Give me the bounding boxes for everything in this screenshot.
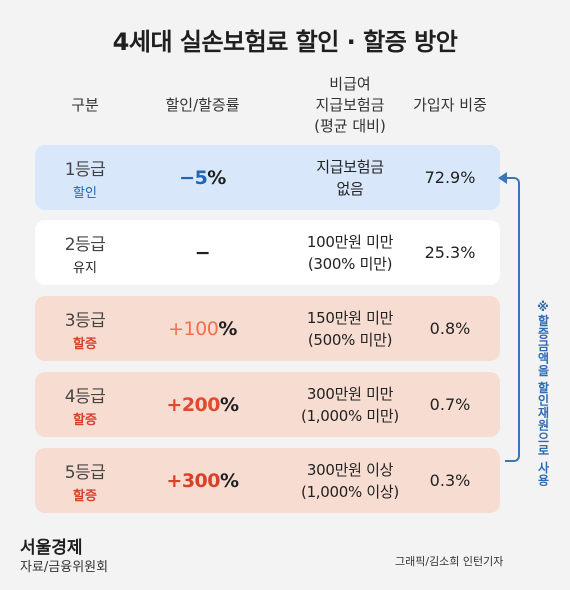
benefit-line1: 300만원 이상 bbox=[306, 460, 394, 479]
header-benefit-line2: 지급보험금 bbox=[315, 96, 385, 114]
arrow-left-icon bbox=[498, 172, 507, 184]
benefit-cell: 지급보험금 없음 bbox=[270, 145, 430, 210]
rate-cell: +200% bbox=[135, 372, 270, 437]
benefit-line2: (500% 미만) bbox=[307, 330, 393, 349]
status-label: 할증 bbox=[73, 412, 97, 428]
grade-label: 2등급 bbox=[64, 234, 106, 255]
benefit-cell: 300만원 이상 (1,000% 이상) bbox=[270, 448, 430, 513]
benefit-cell: 150만원 미만 (500% 미만) bbox=[270, 296, 430, 361]
benefit-line1: 150만원 미만 bbox=[306, 308, 394, 327]
table-row: 2등급 유지 − 100만원 미만 (300% 미만) 25.3% bbox=[35, 220, 500, 285]
side-note: ※할증금액을 할인재원으로 사용 bbox=[536, 300, 550, 487]
benefit-line2: 없음 bbox=[336, 179, 364, 198]
rate-percent: % bbox=[207, 166, 226, 189]
table-row: 3등급 할증 +100% 150만원 미만 (500% 미만) 0.8% bbox=[35, 296, 500, 361]
rate-value: +300 bbox=[166, 469, 221, 492]
rate-cell: −5% bbox=[135, 145, 270, 210]
benefit-cell: 100만원 미만 (300% 미만) bbox=[270, 220, 430, 285]
share-cell: 72.9% bbox=[395, 145, 505, 210]
status-label: 할증 bbox=[73, 488, 97, 504]
benefit-line1: 100만원 미만 bbox=[306, 232, 394, 251]
rate-percent: % bbox=[220, 469, 239, 492]
source-text: 자료/금융위원회 bbox=[20, 560, 109, 575]
rate-cell: − bbox=[135, 220, 270, 285]
benefit-line1: 300만원 미만 bbox=[306, 384, 394, 403]
status-label: 할증 bbox=[73, 336, 97, 352]
brand-logo: 서울경제 bbox=[20, 538, 83, 558]
grade-label: 3등급 bbox=[64, 310, 106, 331]
header-benefit-line3: (평균 대비) bbox=[314, 117, 386, 135]
status-label: 유지 bbox=[73, 260, 97, 276]
benefit-cell: 300만원 미만 (1,000% 미만) bbox=[270, 372, 430, 437]
table-row: 1등급 할인 −5% 지급보험금 없음 72.9% bbox=[35, 145, 500, 210]
grade-cell: 5등급 할증 bbox=[35, 448, 135, 513]
grade-label: 4등급 bbox=[64, 386, 106, 407]
share-cell: 0.7% bbox=[395, 372, 505, 437]
header-benefit: 비급여 지급보험금 (평균 대비) bbox=[270, 74, 430, 137]
rate-cell: +100% bbox=[135, 296, 270, 361]
table-row: 5등급 할증 +300% 300만원 이상 (1,000% 이상) 0.3% bbox=[35, 448, 500, 513]
rate-cell: +300% bbox=[135, 448, 270, 513]
grade-cell: 1등급 할인 bbox=[35, 145, 135, 210]
share-cell: 0.8% bbox=[395, 296, 505, 361]
header-grade: 구분 bbox=[71, 96, 99, 114]
grade-label: 5등급 bbox=[64, 462, 106, 483]
rate-value: +200 bbox=[166, 393, 221, 416]
share-value: 25.3% bbox=[424, 243, 476, 262]
grade-cell: 4등급 할증 bbox=[35, 372, 135, 437]
header-rate: 할인/할증률 bbox=[165, 96, 240, 114]
rate-percent: % bbox=[220, 393, 239, 416]
benefit-line2: (1,000% 이상) bbox=[301, 482, 399, 501]
page-title: 4세대 실손보험료 할인 · 할증 방안 bbox=[112, 28, 458, 56]
share-value: 0.7% bbox=[429, 395, 471, 414]
header-benefit-line1: 비급여 bbox=[329, 75, 371, 93]
grade-cell: 3등급 할증 bbox=[35, 296, 135, 361]
benefit-line1: 지급보험금 bbox=[316, 157, 384, 176]
benefit-line2: (300% 미만) bbox=[307, 254, 393, 273]
share-value: 72.9% bbox=[424, 168, 476, 187]
credit-text: 그래픽/김소희 인턴기자 bbox=[395, 555, 504, 568]
table-row: 4등급 할증 +200% 300만원 미만 (1,000% 미만) 0.7% bbox=[35, 372, 500, 437]
grade-label: 1등급 bbox=[64, 159, 106, 180]
share-cell: 25.3% bbox=[395, 220, 505, 285]
share-value: 0.8% bbox=[429, 319, 471, 338]
rate-value: +100 bbox=[168, 317, 219, 340]
rate-percent: % bbox=[218, 317, 237, 340]
rate-value: −5 bbox=[179, 166, 208, 189]
grade-cell: 2등급 유지 bbox=[35, 220, 135, 285]
share-cell: 0.3% bbox=[395, 448, 505, 513]
header-share: 가입자 비중 bbox=[413, 96, 487, 114]
status-label: 할인 bbox=[73, 185, 97, 201]
benefit-line2: (1,000% 미만) bbox=[301, 406, 399, 425]
rate-value: − bbox=[194, 241, 211, 264]
share-value: 0.3% bbox=[429, 471, 471, 490]
bracket-line bbox=[505, 177, 520, 462]
